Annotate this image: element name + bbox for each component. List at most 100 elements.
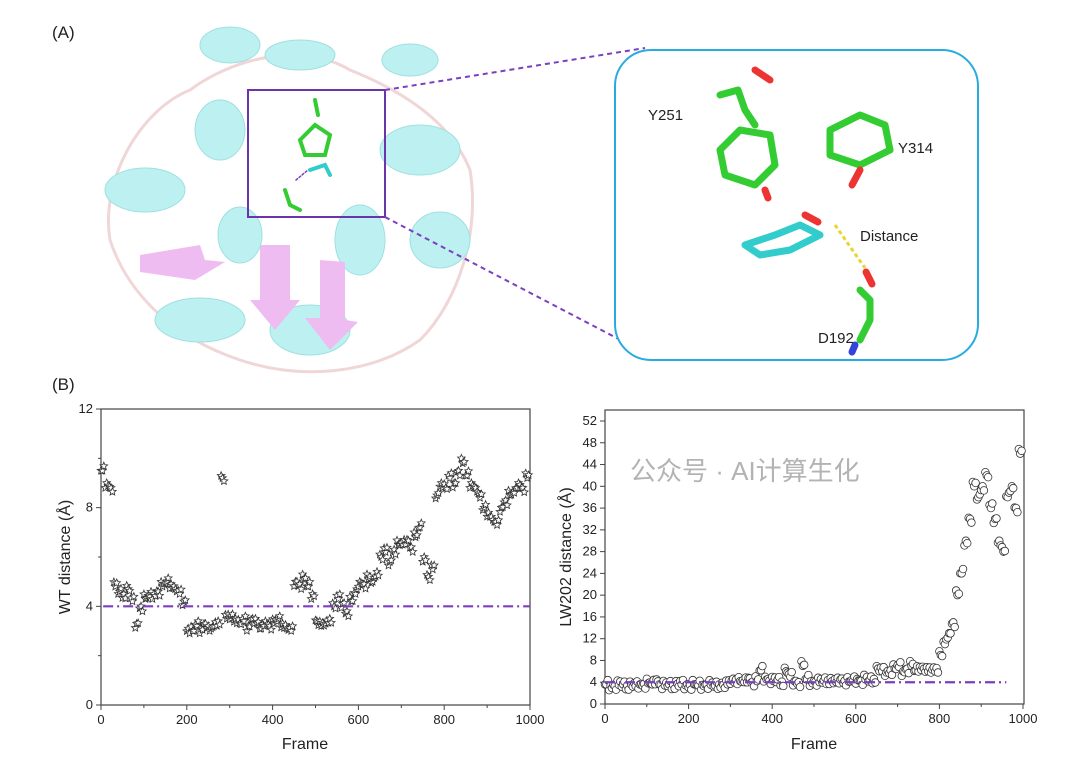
data-point [442,484,452,494]
data-point [1000,546,1010,556]
sheet-shapes [140,245,358,350]
data-point [519,487,530,497]
data-point [106,482,116,493]
data-point [416,518,427,528]
data-point [239,616,249,626]
helix-shapes [104,26,471,356]
plot-frame [100,408,531,706]
data-point [758,661,767,671]
helix [334,204,386,276]
data-point [779,681,788,691]
data-point [967,518,976,527]
y-tick-label: 28 [583,544,597,559]
oxygen-stick [751,66,774,84]
data-point [373,570,384,580]
y-tick-label: 32 [583,522,597,537]
oxygen-stick [761,186,772,202]
helix [194,99,246,161]
data-point [339,597,349,608]
data-point [333,593,344,604]
distance-line-small [295,169,309,181]
data-point [274,611,285,621]
y-tick-label: 4 [86,598,93,613]
data-point [347,596,358,606]
watermark: 公众号 · AI计算生化 [630,456,860,486]
y-tick-label: 0 [590,696,597,711]
data-point [287,621,298,631]
data-point [309,591,319,601]
data-point [296,583,306,594]
data-point [450,478,461,488]
data-point [937,651,947,661]
data-point [1009,483,1018,493]
data-point [933,668,943,677]
data-point [950,622,959,632]
data-point [433,487,444,498]
y-tick-label: 12 [79,401,93,416]
data-point [971,478,980,488]
data-point [386,555,397,565]
residue-label-y251: Y251 [648,107,683,124]
y-tick-label: 48 [583,435,597,450]
connector-bottom [384,216,631,346]
data-point [476,489,487,499]
data-point [958,564,968,574]
x-tick-label: 200 [678,711,700,726]
oxygen-stick [801,211,822,226]
data-point [163,573,173,583]
data-point [412,530,422,540]
data-point [154,590,165,600]
data-point [795,682,805,692]
data-point [240,611,251,621]
y-tick-label: 8 [86,500,93,515]
y-tick-label: 24 [583,565,597,580]
helix [104,167,186,213]
data-point [946,629,955,638]
data-point [492,519,502,530]
data-point [407,546,418,556]
data-point [286,625,296,636]
data-point [480,499,491,509]
data-point [360,583,371,593]
data-point [509,487,520,497]
data-point [295,579,305,589]
helix [264,39,336,71]
y-axis-label: WT distance (Å) [55,500,74,614]
active-site-small [283,98,333,212]
data-point [403,535,414,545]
data-point [303,581,314,591]
beta-sheet [305,260,358,350]
stick [716,126,779,189]
x-tick-label: 400 [262,712,284,727]
data-point [420,555,431,565]
data-point [350,588,361,599]
data-point [425,575,435,585]
y-tick-label: 16 [583,609,597,624]
panel-b-label: (B) [52,375,75,394]
data-point [462,470,472,480]
data-point [174,588,185,599]
x-tick-label: 0 [601,711,608,726]
stick [298,122,333,157]
data-point [500,495,511,505]
data-point [153,586,163,596]
protein-outline [107,53,474,374]
helix [409,211,471,269]
stick [313,98,320,117]
y-tick-label: 0 [86,697,93,712]
x-tick-label: 0 [97,712,104,727]
data-point [280,619,291,629]
x-tick-label: 800 [433,712,455,727]
x-tick-label: 1000 [516,712,545,727]
stick [826,111,894,169]
beta-sheet [250,245,300,330]
oxygen-stick [862,268,876,288]
data-point [227,609,238,619]
plot-frame [604,409,1025,705]
data-point [377,554,388,564]
distance-label: Distance [860,228,918,245]
y-tick-label: 44 [583,457,597,472]
data-point [502,500,512,510]
data-point [107,486,118,496]
